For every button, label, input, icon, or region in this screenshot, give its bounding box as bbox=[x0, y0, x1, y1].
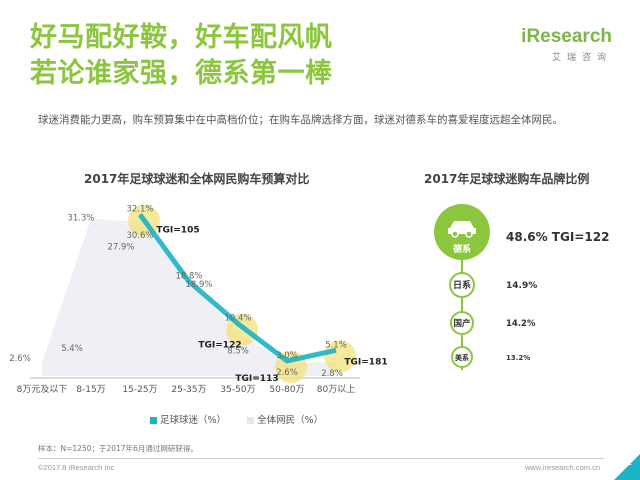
chart-legend: 足球球迷（%） 全体网民（%） bbox=[150, 412, 341, 426]
subtitle: 球迷消费能力更高，购车预算集中在中高档价位；在购车品牌选择方面，球迷对德系车的喜… bbox=[38, 114, 563, 126]
fans-data-label: 5.1% bbox=[325, 340, 347, 350]
brand-circle bbox=[450, 311, 474, 335]
tgi-label: TGI=181 bbox=[344, 357, 387, 367]
brand-label-german: 德系 bbox=[453, 243, 471, 255]
legend-item-fans: 足球球迷（%） bbox=[150, 412, 226, 426]
all-data-label: 30.6% bbox=[126, 231, 153, 241]
car-icon bbox=[448, 221, 476, 238]
tgi-label: TGI=105 bbox=[156, 226, 199, 236]
all-data-label: 8.5% bbox=[227, 346, 249, 356]
fans-data-label: 10.4% bbox=[224, 314, 251, 324]
brand-name-i: i bbox=[521, 26, 527, 47]
fans-data-label: 3.0% bbox=[276, 351, 298, 361]
budget-line-chart: 8万元及以下 8-15万 15-25万 25-35万 35-50万 50-80万 80万以上… bbox=[9, 204, 388, 395]
all-data-label: 2.6% bbox=[9, 354, 31, 364]
fans-data-label: 18.8% bbox=[175, 271, 202, 281]
extra-data-label: 5.4% bbox=[61, 344, 83, 354]
legend-item-all: 全体网民（%） bbox=[247, 412, 323, 426]
x-tick-label: 80万以上 bbox=[317, 384, 355, 395]
all-data-label: 31.3% bbox=[67, 214, 94, 224]
brand-subtext: 艾瑞咨询 bbox=[551, 53, 612, 63]
corner-decoration bbox=[614, 454, 640, 480]
all-data-label: 18.9% bbox=[185, 280, 212, 290]
car-wheel bbox=[465, 230, 473, 238]
x-tick-label: 8-15万 bbox=[76, 385, 105, 395]
extra-data-label: 27.9% bbox=[107, 243, 134, 253]
tgi-label: TGI=122 bbox=[198, 341, 241, 351]
x-tick-label: 25-35万 bbox=[171, 385, 206, 395]
headline-line-1: 好马配好鞍，好车配风帆 bbox=[30, 22, 333, 53]
brand-value: 14.2% bbox=[506, 319, 536, 329]
brand-value: 14.9% bbox=[506, 281, 537, 291]
fans-data-label: 32.1% bbox=[126, 205, 153, 215]
brand-label: 美系 bbox=[455, 353, 469, 362]
footnote: 样本：N=1250；于2017年6月通过网研获得。 bbox=[38, 444, 198, 453]
all-data-label: 2.8% bbox=[321, 369, 343, 379]
brand-circle bbox=[451, 346, 473, 368]
car-wheel bbox=[451, 230, 459, 238]
x-tick-label: 15-25万 bbox=[122, 385, 157, 395]
brand-circle bbox=[449, 272, 475, 298]
brand-value-german: 48.6% TGI=122 bbox=[506, 230, 609, 244]
headline-line-2: 若论谁家强，德系第一棒 bbox=[30, 58, 333, 89]
brand-name-rest: Research bbox=[526, 26, 612, 47]
website: www.iresearch.com.cn bbox=[524, 463, 600, 472]
brand-label: 国产 bbox=[453, 318, 471, 329]
headline: 好马配好鞍，好车配风帆 若论谁家强，德系第一棒 bbox=[30, 20, 333, 92]
copyright: ©2017.8 iResearch Inc bbox=[38, 463, 115, 472]
x-tick-label: 50-80万 bbox=[269, 385, 304, 395]
brand-label: 日系 bbox=[453, 279, 471, 291]
line-chart-title: 2017年足球球迷和全体网民购车预算对比 bbox=[84, 172, 310, 186]
x-tick-label: 35-50万 bbox=[220, 385, 255, 395]
page-number: 12 bbox=[620, 457, 632, 468]
all-netizens-area bbox=[42, 218, 336, 376]
brand-chart-title: 2017年足球球迷购车品牌比例 bbox=[424, 172, 590, 186]
x-tick-label: 8万元及以下 bbox=[17, 384, 68, 395]
brand-logo: iResearch 艾瑞咨询 bbox=[502, 26, 612, 63]
brand-share-chart: 德系 48.6% TGI=122 日系 14.9% 国产 14.2% 美系 13.2% bbox=[434, 204, 609, 370]
tgi-label: TGI=113 bbox=[235, 374, 278, 384]
highlight-bubble bbox=[324, 340, 356, 373]
footer-divider bbox=[38, 458, 604, 459]
all-data-label: 2.6% bbox=[276, 368, 298, 378]
brand-value: 13.2% bbox=[506, 354, 530, 362]
fans-series-line bbox=[137, 213, 337, 364]
